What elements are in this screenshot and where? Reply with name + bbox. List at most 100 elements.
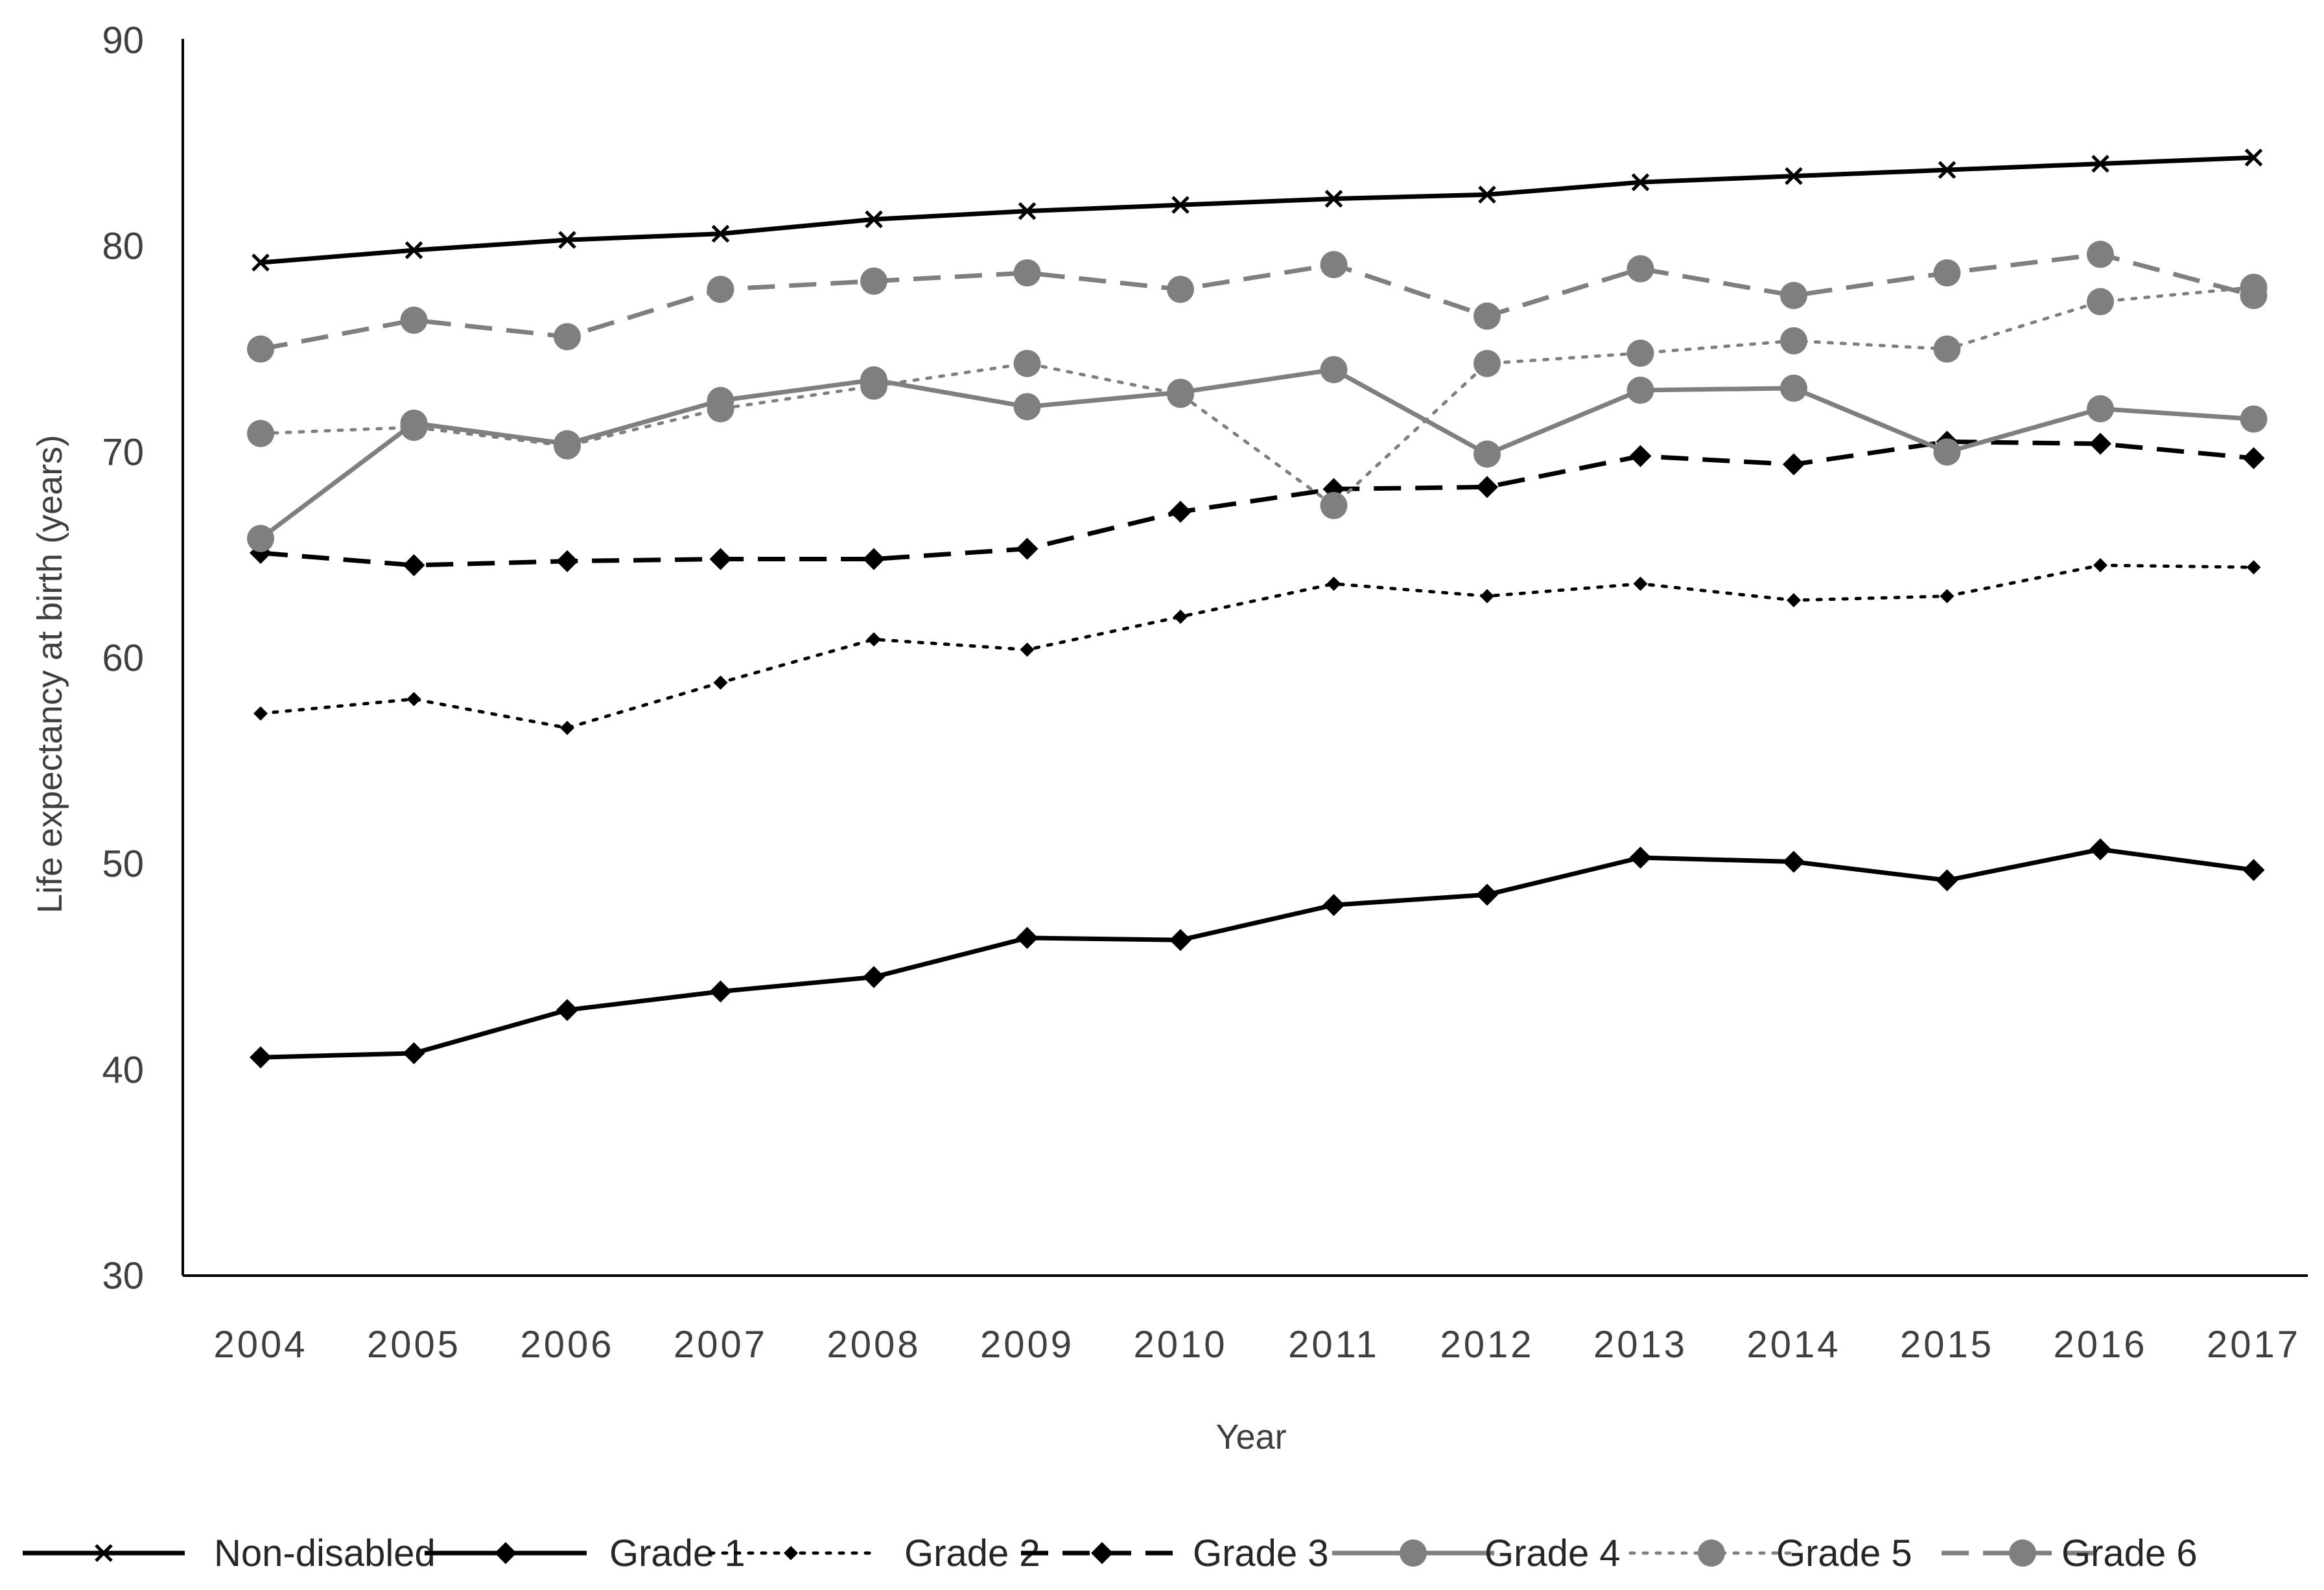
data-point xyxy=(1940,589,1954,603)
data-point xyxy=(1013,349,1041,377)
series-line xyxy=(260,155,2254,265)
data-point xyxy=(1480,589,1494,603)
y-tick-label: 80 xyxy=(102,226,144,268)
x-tick-label: 2007 xyxy=(674,1324,768,1366)
series-grade-2 xyxy=(253,558,2261,736)
x-tick-label: 2011 xyxy=(1288,1324,1379,1366)
series-line xyxy=(259,367,2254,541)
data-point xyxy=(860,372,887,400)
data-point xyxy=(2093,558,2107,573)
data-point xyxy=(1476,883,1498,906)
data-point xyxy=(707,395,734,423)
data-point xyxy=(403,1042,425,1064)
data-point xyxy=(556,999,578,1022)
data-point xyxy=(1631,173,1650,191)
data-point xyxy=(2087,240,2114,268)
legend: Non-disabled Grade 1 Grade 2 Grade 3 Grade 4… xyxy=(23,1532,2198,1574)
data-point xyxy=(2240,405,2268,433)
data-point xyxy=(1933,335,1961,363)
data-point xyxy=(554,432,581,460)
data-point xyxy=(1629,847,1652,869)
data-point xyxy=(1167,275,1194,303)
legend-marker xyxy=(2009,1539,2036,1567)
data-point xyxy=(1473,349,1501,377)
x-tick-label: 2016 xyxy=(2053,1324,2147,1366)
data-point xyxy=(2240,281,2268,309)
data-point xyxy=(1473,440,1501,468)
data-point xyxy=(1173,609,1188,624)
y-tick-label: 60 xyxy=(102,637,144,679)
data-point xyxy=(1016,927,1039,950)
legend-label: Non-disabled xyxy=(214,1532,436,1574)
data-point xyxy=(1020,642,1035,657)
data-point xyxy=(713,675,728,690)
data-point xyxy=(1785,167,1803,185)
x-tick-label: 2009 xyxy=(980,1324,1074,1366)
series-grade-3 xyxy=(250,430,2265,577)
x-tick-label: 2013 xyxy=(1593,1324,1687,1366)
data-point xyxy=(1626,339,1654,367)
data-point xyxy=(556,550,578,572)
x-tick-label: 2004 xyxy=(213,1324,307,1366)
legend-marker xyxy=(95,1544,113,1562)
data-point xyxy=(554,323,581,351)
data-point xyxy=(1169,500,1191,523)
data-point xyxy=(1780,374,1807,402)
data-point xyxy=(406,692,421,707)
x-tick-label: 2014 xyxy=(1746,1324,1840,1366)
data-point xyxy=(558,231,576,249)
data-point xyxy=(711,224,730,243)
data-point xyxy=(1933,438,1961,466)
data-point xyxy=(1780,281,1807,309)
data-point xyxy=(560,721,574,736)
legend-item: Grade 4 xyxy=(1332,1532,1621,1574)
legend-item: Grade 1 xyxy=(425,1532,745,1574)
data-point xyxy=(247,524,274,552)
legend-marker xyxy=(784,1546,798,1560)
legend-marker xyxy=(1400,1539,1427,1567)
data-point xyxy=(1320,356,1348,384)
data-point xyxy=(1473,302,1501,330)
data-point xyxy=(865,210,883,229)
legend-item: Non-disabled xyxy=(23,1532,436,1574)
data-point xyxy=(1322,894,1345,917)
y-tick-label: 40 xyxy=(102,1049,144,1091)
data-point xyxy=(2087,288,2114,316)
legend-marker xyxy=(1698,1539,1725,1567)
y-axis-title: Life expectancy at birth (years) xyxy=(30,435,69,913)
y-tick-label: 50 xyxy=(102,843,144,885)
x-axis-title: Year xyxy=(1215,1418,1286,1456)
data-point xyxy=(1320,491,1348,519)
data-point xyxy=(400,414,428,441)
data-point xyxy=(253,706,268,721)
data-point xyxy=(1171,196,1190,214)
x-tick-label: 2017 xyxy=(2207,1324,2301,1366)
series-line xyxy=(260,251,2255,351)
series-non-disabled xyxy=(252,148,2263,272)
series-line xyxy=(260,847,2254,1060)
data-point xyxy=(1629,445,1652,467)
data-point xyxy=(250,1046,272,1069)
legend-item: Grade 2 xyxy=(708,1532,1040,1574)
data-point xyxy=(863,966,885,988)
data-point xyxy=(709,548,732,570)
data-point xyxy=(247,419,274,447)
data-point xyxy=(1633,576,1648,591)
data-point xyxy=(1016,537,1039,560)
data-point xyxy=(863,548,885,570)
data-point xyxy=(252,253,270,272)
y-tick-label: 90 xyxy=(102,19,144,62)
data-point xyxy=(2244,148,2263,167)
legend-marker xyxy=(1091,1542,1113,1564)
legend-label: Grade 3 xyxy=(1193,1532,1329,1574)
series-grade-6 xyxy=(247,240,2268,363)
data-point xyxy=(2089,838,2111,861)
data-point xyxy=(1326,576,1341,591)
data-point xyxy=(2242,859,2265,882)
data-point xyxy=(860,267,887,295)
legend-item: Grade 6 xyxy=(1942,1532,2198,1574)
legend-label: Grade 2 xyxy=(904,1532,1040,1574)
data-point xyxy=(1169,929,1191,952)
data-point xyxy=(1167,380,1194,408)
